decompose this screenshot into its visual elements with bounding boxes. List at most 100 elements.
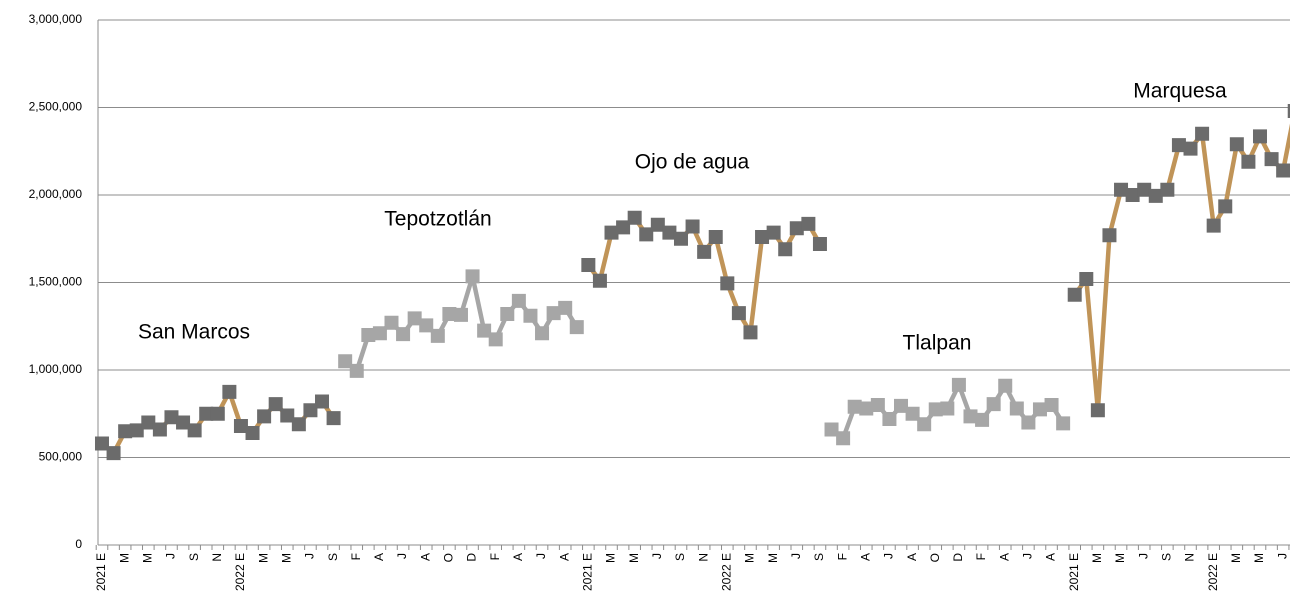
x-tick-label: M <box>279 553 293 563</box>
point-marker <box>870 398 885 412</box>
y-tick-label: 500,000 <box>39 450 83 464</box>
x-tick-label: N <box>1183 553 1197 562</box>
x-tick-label: M <box>766 553 780 563</box>
point-marker <box>998 378 1013 393</box>
point-marker <box>477 323 492 338</box>
point-marker <box>778 242 793 257</box>
point-marker <box>905 406 920 421</box>
series-line <box>586 215 822 335</box>
point-marker <box>720 276 735 291</box>
y-tick-label: 0 <box>75 537 82 551</box>
x-tick-label: F <box>488 553 502 560</box>
point-marker <box>639 227 654 242</box>
point-marker <box>928 402 943 417</box>
x-tick-label: O <box>928 553 942 562</box>
point-marker <box>94 436 109 451</box>
series-line <box>343 274 579 374</box>
x-tick-label: J <box>650 553 664 559</box>
point-marker <box>535 326 550 341</box>
point-marker <box>755 230 770 244</box>
x-tick-label: M <box>604 553 618 563</box>
point-marker <box>511 293 526 308</box>
point-marker <box>349 363 364 378</box>
point-marker <box>500 307 515 321</box>
point-marker <box>627 210 642 225</box>
point-marker <box>326 411 341 426</box>
point-marker <box>940 401 955 416</box>
plot-area <box>94 104 1290 461</box>
point-marker <box>396 327 411 342</box>
point-marker <box>917 417 932 432</box>
point-marker <box>951 377 966 392</box>
x-tick-label: 2021 E <box>94 553 108 591</box>
point-marker <box>210 406 225 421</box>
x-tick-label: J <box>789 553 803 559</box>
point-marker <box>315 394 330 409</box>
x-tick-label: M <box>117 553 131 563</box>
point-marker <box>546 306 561 321</box>
x-tick-label: A <box>858 553 872 561</box>
point-marker <box>812 237 827 251</box>
x-tick-label: J <box>534 553 548 559</box>
x-tick-label: 2022 E <box>719 553 733 591</box>
point-marker <box>859 401 874 416</box>
point-marker <box>187 423 202 438</box>
x-tick-label: J <box>1275 553 1289 559</box>
point-marker <box>766 225 781 240</box>
point-marker <box>129 423 144 438</box>
point-marker <box>697 244 712 259</box>
x-tick-label: N <box>210 553 224 562</box>
point-marker <box>662 225 677 240</box>
point-marker <box>894 398 909 413</box>
y-tick-label: 2,000,000 <box>29 187 83 201</box>
point-marker <box>616 220 631 235</box>
point-marker <box>1148 188 1163 203</box>
point-marker <box>673 231 688 246</box>
point-marker <box>1287 104 1290 118</box>
point-marker <box>1102 228 1117 243</box>
point-marker <box>847 399 862 414</box>
point-marker <box>650 217 665 232</box>
point-marker <box>801 216 816 231</box>
point-marker <box>280 408 295 423</box>
x-tick-label: A <box>372 553 386 561</box>
point-marker <box>1079 272 1094 286</box>
x-tick-label: S <box>326 553 340 561</box>
x-tick-label: F <box>835 553 849 560</box>
y-tick-label: 2,500,000 <box>29 100 83 114</box>
x-tick-label: A <box>905 553 919 561</box>
point-marker <box>245 426 260 440</box>
point-marker <box>569 320 584 335</box>
x-tick-label: M <box>256 553 270 563</box>
point-marker <box>975 412 990 427</box>
x-tick-label: F <box>349 553 363 560</box>
point-marker <box>106 446 121 461</box>
x-tick-label: S <box>1160 553 1174 561</box>
point-marker <box>1241 154 1256 169</box>
point-marker <box>1125 188 1140 202</box>
x-tick-label: A <box>1044 553 1058 561</box>
point-marker <box>361 328 376 342</box>
y-tick-label: 1,000,000 <box>29 362 83 376</box>
x-tick-label: S <box>812 553 826 561</box>
x-tick-label: M <box>1113 553 1127 563</box>
x-tick-label: N <box>696 553 710 562</box>
point-marker <box>836 431 851 446</box>
x-tick-label: 2021 E <box>581 553 595 591</box>
point-marker <box>1137 182 1152 197</box>
x-tick-label: M <box>627 553 641 563</box>
x-tick-label: M <box>1229 553 1243 563</box>
point-marker <box>523 308 538 323</box>
point-marker <box>963 409 978 424</box>
point-marker <box>1021 415 1036 430</box>
point-marker <box>465 269 480 284</box>
x-tick-label: A <box>557 553 571 561</box>
point-marker <box>1009 401 1024 416</box>
x-tick-label: 2022 E <box>1206 553 1220 591</box>
x-tick-label: S <box>673 553 687 561</box>
point-marker <box>604 225 619 240</box>
point-marker <box>338 354 353 369</box>
point-marker <box>407 311 422 326</box>
x-tick-label: M <box>1090 553 1104 563</box>
x-tick-label: J <box>1021 553 1035 559</box>
